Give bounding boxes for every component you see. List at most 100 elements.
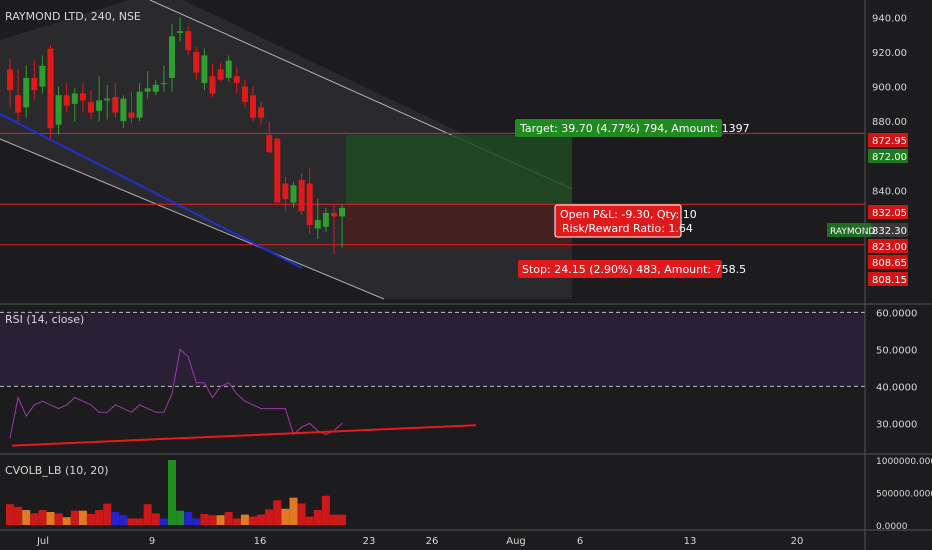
candle-36 — [298, 173, 305, 215]
time-tick-label: 13 — [684, 536, 697, 547]
volume-bar-32 — [265, 509, 274, 525]
symbol-tag-bg — [827, 223, 871, 237]
candle-body — [63, 95, 70, 106]
candle-12 — [104, 84, 111, 120]
candle-21 — [177, 17, 184, 42]
candle-body — [322, 212, 329, 227]
candle-body — [120, 98, 127, 122]
volume-bar-3 — [30, 513, 39, 525]
candle-body — [15, 95, 22, 113]
candle-body — [290, 185, 297, 203]
volume-bar-40 — [330, 514, 338, 525]
price-tag-bg — [868, 272, 908, 286]
volume-bar-26 — [216, 515, 225, 525]
rsi-tick-label: 50.0000 — [876, 345, 917, 356]
candle-29 — [241, 79, 248, 108]
candle-18 — [152, 79, 159, 96]
candle-body — [282, 183, 289, 200]
rsi-tick-label: 40.0000 — [876, 382, 917, 393]
candle-body — [47, 48, 54, 129]
volume-panel[interactable]: 1000000.0000 500000.0000 0.0000 — [6, 457, 932, 532]
chart-title: RAYMOND LTD, 240, NSE — [5, 10, 141, 23]
rsi-panel[interactable]: 60.0000 50.0000 40.0000 30.0000 — [0, 308, 917, 447]
price-tag-label: 808.65 — [872, 258, 907, 269]
candle-17 — [144, 70, 151, 99]
volume-bar-5 — [46, 512, 55, 525]
volume-bar-12 — [103, 503, 112, 525]
candle-19 — [160, 65, 167, 92]
candle-22 — [185, 25, 192, 56]
candle-body — [314, 219, 321, 229]
volume-bar-39 — [321, 495, 330, 525]
price-tick-label: 900.00 — [872, 83, 907, 94]
stop-label-bg — [518, 260, 722, 278]
time-axis: Jul 9 16 23 26 Aug 6 13 20 — [36, 536, 803, 547]
volume-bar-27 — [224, 512, 233, 525]
candle-27 — [225, 55, 232, 82]
price-panel[interactable]: 940.00 920.00 900.00 880.00 840.00 872.95 872.… — [0, 0, 908, 300]
open-pnl-bg — [554, 204, 682, 238]
volume-bar-6 — [54, 513, 63, 525]
price-tag-3: 832.30 — [868, 223, 908, 237]
volume-bar-25 — [208, 515, 217, 525]
candle-body — [193, 51, 200, 73]
volume-bar-14 — [119, 515, 128, 525]
rsi-band — [0, 312, 865, 387]
candle-39 — [322, 207, 329, 233]
price-tick-label: 920.00 — [872, 48, 907, 59]
candle-14 — [120, 95, 127, 129]
candle-body — [217, 69, 224, 80]
candle-23 — [193, 46, 200, 80]
volume-bar-20 — [168, 460, 176, 525]
volume-bar-16 — [135, 518, 144, 525]
price-tick-label: 840.00 — [872, 186, 907, 197]
candle-body — [160, 83, 167, 85]
price-tag-bg — [868, 255, 908, 269]
candle-24 — [201, 48, 208, 91]
candle-35 — [290, 181, 297, 208]
stop-label-text: Stop: 24.15 (2.90%) 483, Amount: 758.5 — [522, 263, 746, 276]
price-tag-4: 823.00 — [868, 239, 908, 253]
candle-11 — [96, 76, 103, 122]
candle-34 — [282, 176, 289, 212]
candle-32 — [266, 121, 273, 153]
candle-16 — [136, 83, 143, 122]
candle-7 — [63, 83, 70, 113]
time-tick-label: 16 — [254, 536, 267, 547]
channel-lower-line — [0, 138, 385, 300]
candle-0 — [7, 58, 13, 108]
price-tag-bg — [868, 223, 908, 237]
target-label-bg — [515, 119, 722, 137]
volume-bar-21 — [176, 510, 185, 525]
volume-bar-17 — [143, 504, 152, 525]
price-tag-2: 832.05 — [868, 205, 908, 219]
candle-body — [201, 55, 208, 84]
rsi-divergence-line — [11, 424, 477, 447]
candle-33 — [274, 138, 281, 203]
candle-body — [250, 95, 256, 118]
volume-bar-19 — [159, 518, 168, 525]
volume-bar-31 — [257, 514, 266, 525]
candle-5 — [47, 45, 54, 139]
volume-bar-29 — [240, 514, 249, 525]
candle-body — [96, 100, 103, 111]
volume-title: CVOLB_LB (10, 20) — [5, 464, 109, 477]
volume-bar-10 — [87, 513, 95, 525]
candle-body — [331, 212, 337, 217]
candle-body — [39, 65, 46, 87]
candle-10 — [88, 90, 94, 120]
risk-reward-text: Risk/Reward Ratio: 1.64 — [562, 222, 693, 235]
candle-28 — [233, 67, 240, 94]
volume-bar-41 — [338, 514, 347, 525]
price-tag-label: 823.00 — [872, 242, 907, 253]
candle-25 — [209, 64, 216, 97]
price-tag-label: 872.95 — [872, 136, 907, 147]
volume-tick-label: 1000000.0000 — [876, 457, 932, 467]
candle-body — [144, 88, 151, 92]
volume-bar-36 — [297, 503, 306, 525]
rsi-line — [9, 348, 343, 439]
volume-bar-35 — [289, 497, 298, 525]
candle-body — [185, 31, 192, 51]
